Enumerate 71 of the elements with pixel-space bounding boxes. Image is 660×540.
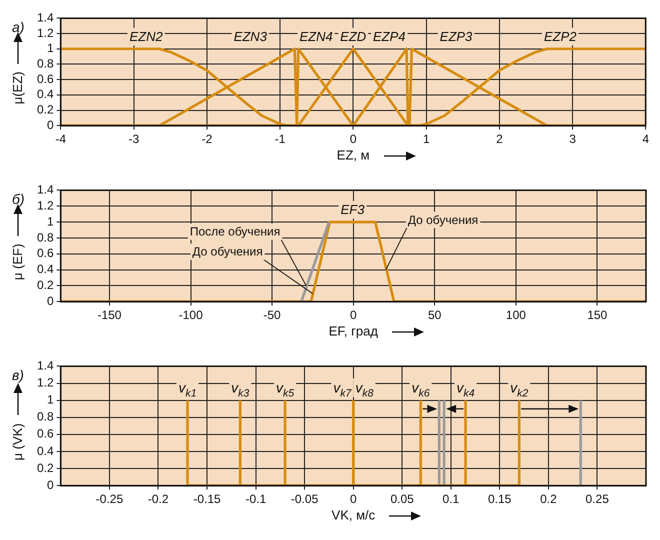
- x-tick-label: 0.15: [488, 492, 512, 506]
- series-label: EZD: [340, 28, 366, 44]
- x-tick-label: 0.1: [442, 492, 460, 506]
- x-tick-label: -0.05: [290, 492, 319, 506]
- series-label: EF3: [340, 202, 366, 218]
- y-axis-title: μ(EZ): [10, 72, 25, 104]
- y-axis-title: μ (VK): [10, 423, 25, 460]
- x-tick-label: 0.25: [586, 492, 610, 506]
- y-tick-label: 1.2: [36, 198, 54, 212]
- y-axis-title: μ (EF): [10, 244, 25, 280]
- annotation: До обучения: [408, 212, 478, 227]
- x-tick-label: 0: [350, 308, 357, 322]
- y-tick-label: 0: [46, 294, 54, 308]
- annotation: До обучения: [192, 244, 263, 259]
- y-tick-label: 1.2: [36, 26, 54, 40]
- annotation: После обучения: [190, 224, 280, 239]
- x-tick-label: 4: [642, 132, 650, 146]
- x-tick-label: -150: [97, 308, 122, 322]
- series-label: EZP3: [440, 28, 474, 44]
- y-tick-label: 0.4: [36, 444, 54, 458]
- x-tick-label: 1: [422, 132, 430, 146]
- series-label: EZP2: [544, 28, 578, 44]
- x-tick-label: 100: [506, 308, 526, 322]
- chart-title: в): [12, 367, 24, 384]
- y-tick-label: 0.2: [36, 460, 54, 475]
- x-tick-label: -1: [274, 132, 286, 146]
- y-tick-label: 0.8: [36, 56, 54, 71]
- x-axis-title: EZ, м: [336, 148, 370, 163]
- x-tick-label: -0.25: [96, 492, 124, 506]
- y-tick-label: 1: [46, 214, 54, 228]
- y-tick-label: 0.6: [36, 426, 54, 441]
- y-tick-label: 0.2: [36, 278, 54, 292]
- series-label: EZN4: [300, 28, 333, 44]
- x-tick-label: 0.2: [540, 492, 558, 506]
- x-axis-title: VK, м/с: [332, 508, 376, 523]
- y-tick-label: 0.4: [36, 87, 54, 102]
- x-tick-label: -2: [202, 132, 213, 146]
- y-tick-label: 1: [46, 392, 54, 407]
- y-tick-label: 1.2: [36, 376, 54, 390]
- x-tick-label: -0.1: [245, 492, 266, 506]
- y-tick-label: 0.6: [36, 246, 54, 260]
- y-tick-label: 0.2: [36, 102, 54, 117]
- series-label: EZP4: [372, 28, 406, 44]
- chart-title: а): [12, 19, 24, 36]
- y-tick-label: 0.4: [36, 262, 54, 276]
- y-tick-label: 1.4: [36, 182, 54, 197]
- y-tick-label: 0: [46, 478, 54, 492]
- x-tick-label: -3: [128, 132, 140, 146]
- y-tick-label: 1.4: [36, 358, 54, 373]
- series-label: EZN2: [129, 28, 164, 44]
- x-tick-label: 0: [350, 132, 357, 146]
- x-tick-label: 3: [569, 132, 576, 146]
- y-tick-label: 0.8: [36, 410, 54, 424]
- y-tick-label: 1: [46, 41, 54, 56]
- x-tick-label: 2: [496, 132, 504, 146]
- x-tick-label: -0.15: [193, 492, 222, 506]
- x-tick-label: -100: [178, 308, 204, 322]
- y-tick-label: 0.6: [36, 72, 54, 86]
- x-axis-title: EF, град: [328, 324, 378, 339]
- y-tick-label: 1.4: [36, 10, 54, 25]
- y-tick-label: 0: [46, 118, 54, 132]
- series-label: EZN3: [234, 28, 268, 44]
- x-tick-label: 0.05: [390, 492, 414, 506]
- x-tick-label: -50: [263, 308, 282, 322]
- x-tick-label: 50: [428, 308, 442, 322]
- x-tick-label: -4: [55, 132, 66, 146]
- y-tick-label: 0.8: [36, 230, 54, 244]
- x-tick-label: 150: [587, 308, 608, 322]
- x-tick-label: 0: [350, 492, 357, 506]
- chart-title: б): [12, 191, 25, 208]
- x-tick-label: -0.2: [148, 492, 169, 506]
